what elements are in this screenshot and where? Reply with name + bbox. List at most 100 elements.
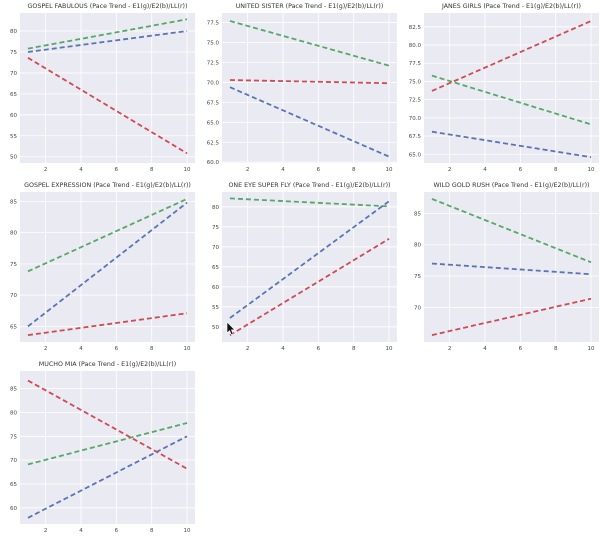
y-tick-label: 50 bbox=[10, 155, 17, 161]
y-tick-label: 82.5 bbox=[409, 25, 422, 31]
series-line-e2 bbox=[27, 435, 188, 519]
y-tick-label: 80.0 bbox=[409, 43, 422, 49]
y-tick-label: 80 bbox=[10, 231, 17, 237]
y-tick-label: 67.5 bbox=[207, 100, 220, 106]
series-line-e2 bbox=[229, 86, 390, 158]
x-tick-label: 2 bbox=[448, 346, 452, 352]
series-line-e1 bbox=[229, 197, 390, 208]
y-tick-label: 65.0 bbox=[409, 152, 422, 158]
series-line-e2 bbox=[27, 30, 188, 53]
y-tick-label: 60 bbox=[10, 506, 17, 512]
x-tick-label: 2 bbox=[44, 346, 48, 352]
plot-area bbox=[20, 192, 195, 342]
x-tick-label: 4 bbox=[483, 167, 487, 173]
x-tick-label: 2 bbox=[44, 167, 48, 173]
y-tick-label: 75 bbox=[212, 225, 219, 231]
chart-title: MUCHO MIA (Pace Trend - E1(g)/E2(b)/LL(r… bbox=[39, 361, 176, 368]
y-tick-label: 65.0 bbox=[207, 120, 220, 126]
x-tick-label: 2 bbox=[448, 167, 452, 173]
y-tick-label: 70 bbox=[10, 71, 17, 77]
mouse-cursor-icon bbox=[226, 321, 236, 336]
y-tick-label: 60.0 bbox=[207, 160, 220, 166]
x-tick-label: 10 bbox=[386, 346, 393, 352]
x-tick-label: 2 bbox=[246, 346, 250, 352]
x-tick-label: 8 bbox=[150, 346, 154, 352]
y-tick-label: 70 bbox=[10, 458, 17, 464]
x-tick-label: 2 bbox=[44, 528, 48, 534]
series-line-e1 bbox=[229, 20, 390, 67]
y-tick-label: 75.0 bbox=[409, 79, 422, 85]
plot-area bbox=[424, 192, 599, 342]
x-tick-label: 4 bbox=[79, 346, 83, 352]
x-tick-label: 8 bbox=[352, 346, 356, 352]
x-tick-label: 8 bbox=[554, 167, 558, 173]
y-tick-label: 80 bbox=[10, 29, 17, 35]
y-tick-label: 70 bbox=[10, 293, 17, 299]
chart-panel-6: WILD GOLD RUSH (Pace Trend - E1(g)/E2(b)… bbox=[414, 182, 599, 352]
series-line-ll bbox=[229, 238, 390, 336]
y-tick-label: 80 bbox=[212, 205, 219, 211]
y-tick-label: 65 bbox=[10, 92, 17, 98]
y-tick-label: 77.5 bbox=[409, 61, 422, 67]
chart-panel-1: GOSPEL FABULOUS (Pace Trend - E1(g)/E2(b… bbox=[10, 3, 195, 173]
y-tick-label: 70.0 bbox=[207, 80, 220, 86]
chart-title: JANES GIRLS (Pace Trend - E1(g)/E2(b)/LL… bbox=[441, 3, 581, 10]
y-tick-label: 67.5 bbox=[409, 134, 422, 140]
x-tick-label: 6 bbox=[519, 346, 523, 352]
series-line-e2 bbox=[27, 201, 188, 328]
y-tick-label: 65 bbox=[10, 482, 17, 488]
x-tick-label: 4 bbox=[281, 167, 285, 173]
x-tick-label: 8 bbox=[150, 167, 154, 173]
y-tick-label: 72.5 bbox=[207, 60, 220, 66]
y-tick-label: 50 bbox=[212, 325, 219, 331]
series-line-e1 bbox=[27, 422, 188, 466]
x-tick-label: 4 bbox=[79, 167, 83, 173]
x-tick-label: 10 bbox=[184, 528, 191, 534]
y-tick-label: 85 bbox=[10, 199, 17, 205]
y-tick-label: 55 bbox=[10, 134, 17, 140]
series-line-e2 bbox=[431, 130, 592, 159]
y-tick-label: 72.5 bbox=[409, 98, 422, 104]
series-line-ll bbox=[27, 57, 188, 155]
chart-panel-3: JANES GIRLS (Pace Trend - E1(g)/E2(b)/LL… bbox=[409, 3, 599, 173]
series-line-ll bbox=[27, 379, 188, 470]
plot-area bbox=[424, 13, 599, 163]
series-line-ll bbox=[431, 297, 592, 336]
y-tick-label: 62.5 bbox=[207, 140, 220, 146]
x-tick-label: 6 bbox=[115, 167, 119, 173]
y-tick-label: 75 bbox=[10, 50, 17, 56]
x-tick-label: 4 bbox=[79, 528, 83, 534]
x-tick-label: 10 bbox=[588, 167, 595, 173]
series-line-e2 bbox=[229, 200, 390, 319]
x-tick-label: 10 bbox=[184, 346, 191, 352]
series-line-e2 bbox=[431, 262, 592, 276]
y-tick-label: 75 bbox=[414, 274, 421, 280]
plot-area bbox=[20, 13, 195, 163]
y-tick-label: 65 bbox=[212, 265, 219, 271]
y-tick-label: 75 bbox=[10, 434, 17, 440]
y-tick-label: 77.5 bbox=[207, 21, 220, 27]
plot-area bbox=[20, 371, 195, 524]
y-tick-label: 70.0 bbox=[409, 116, 422, 122]
y-tick-label: 75.0 bbox=[207, 41, 220, 47]
y-tick-label: 80 bbox=[414, 243, 421, 249]
plot-area bbox=[222, 13, 397, 163]
y-tick-label: 85 bbox=[10, 387, 17, 393]
chart-panel-4: GOSPEL EXPRESSION (Pace Trend - E1(g)/E2… bbox=[10, 182, 195, 352]
chart-title: WILD GOLD RUSH (Pace Trend - E1(g)/E2(b)… bbox=[433, 182, 589, 189]
y-tick-label: 75 bbox=[10, 262, 17, 268]
y-tick-label: 70 bbox=[212, 245, 219, 251]
chart-panel-7: MUCHO MIA (Pace Trend - E1(g)/E2(b)/LL(r… bbox=[10, 361, 195, 534]
x-tick-label: 8 bbox=[352, 167, 356, 173]
chart-title: ONE EYE SUPER FLY (Pace Trend - E1(g)/E2… bbox=[228, 182, 390, 189]
x-tick-label: 10 bbox=[184, 167, 191, 173]
x-tick-label: 8 bbox=[150, 528, 154, 534]
series-line-e1 bbox=[27, 198, 188, 273]
chart-panel-5: ONE EYE SUPER FLY (Pace Trend - E1(g)/E2… bbox=[212, 182, 397, 352]
y-tick-label: 70 bbox=[414, 305, 421, 311]
x-tick-label: 2 bbox=[246, 167, 250, 173]
series-line-ll bbox=[431, 20, 592, 92]
x-tick-label: 6 bbox=[317, 346, 321, 352]
x-tick-label: 10 bbox=[588, 346, 595, 352]
